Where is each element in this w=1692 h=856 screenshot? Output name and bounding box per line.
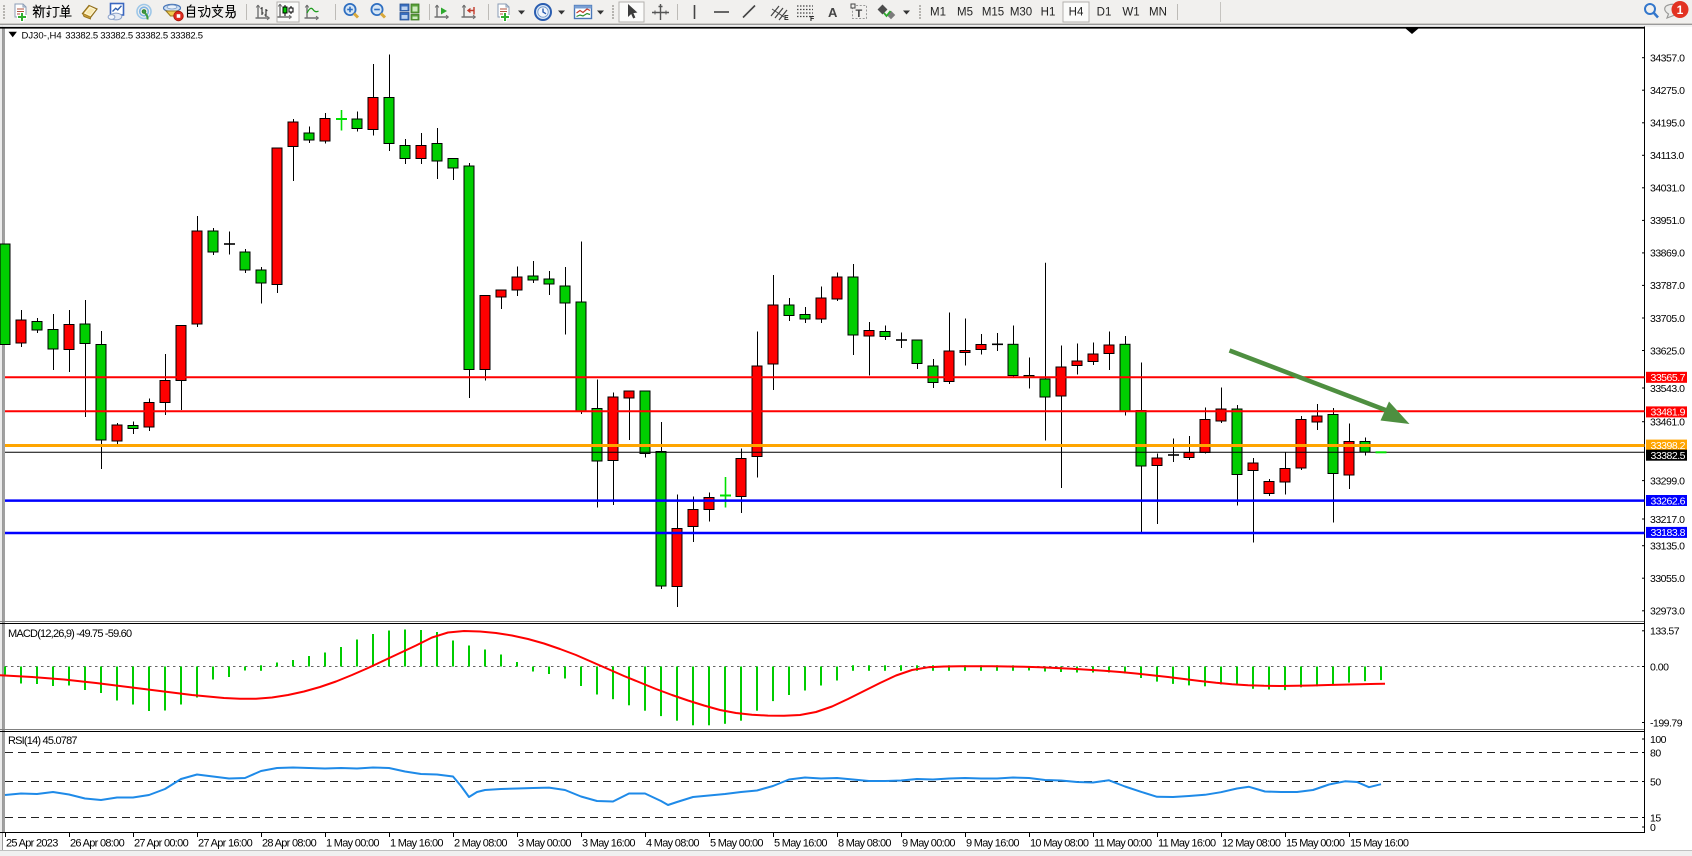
svg-text:1 May 00:00: 1 May 00:00 xyxy=(326,838,379,850)
svg-text:4 May 08:00: 4 May 08:00 xyxy=(646,838,699,850)
svg-text:1 May 16:00: 1 May 16:00 xyxy=(390,838,443,850)
svg-text:34275.0: 34275.0 xyxy=(1650,85,1685,97)
svg-text:26 Apr 08:00: 26 Apr 08:00 xyxy=(70,838,125,850)
svg-text:33217.0: 33217.0 xyxy=(1650,514,1685,526)
svg-text:33382.5: 33382.5 xyxy=(1651,450,1686,462)
svg-text:15: 15 xyxy=(1650,812,1661,824)
svg-text:3 May 16:00: 3 May 16:00 xyxy=(582,838,635,850)
svg-text:27 Apr 16:00: 27 Apr 16:00 xyxy=(198,838,253,850)
svg-text:33183.8: 33183.8 xyxy=(1651,527,1686,539)
svg-text:5 May 16:00: 5 May 16:00 xyxy=(774,838,827,850)
svg-text:0.00: 0.00 xyxy=(1650,661,1669,673)
svg-text:33625.0: 33625.0 xyxy=(1650,345,1685,357)
svg-text:34031.0: 34031.0 xyxy=(1650,183,1685,195)
svg-text:MACD(12,26,9) -49.75 -59.60: MACD(12,26,9) -49.75 -59.60 xyxy=(8,628,132,640)
svg-text:33951.0: 33951.0 xyxy=(1650,215,1685,227)
svg-text:0: 0 xyxy=(1650,822,1656,834)
svg-text:33705.0: 33705.0 xyxy=(1650,313,1685,325)
svg-text:33869.0: 33869.0 xyxy=(1650,248,1685,260)
svg-text:1: 1 xyxy=(1677,3,1684,17)
svg-text:33398.2: 33398.2 xyxy=(1651,440,1686,452)
svg-text:33382.5 33382.5 33382.5 33382.: 33382.5 33382.5 33382.5 33382.5 xyxy=(65,30,203,41)
svg-text:T: T xyxy=(856,8,863,20)
svg-text:33135.0: 33135.0 xyxy=(1650,541,1685,553)
svg-text:34113.0: 34113.0 xyxy=(1650,150,1684,162)
svg-text:32973.0: 32973.0 xyxy=(1650,606,1685,618)
svg-text:E: E xyxy=(784,15,789,22)
svg-text:RSI(14) 45.0787: RSI(14) 45.0787 xyxy=(8,735,77,747)
svg-text:34195.0: 34195.0 xyxy=(1650,118,1685,130)
svg-text:12 May 08:00: 12 May 08:00 xyxy=(1222,838,1281,850)
svg-text:M1: M1 xyxy=(930,7,946,19)
svg-text:H4: H4 xyxy=(1069,7,1084,19)
svg-text:D1: D1 xyxy=(1097,7,1112,19)
svg-text:11 May 16:00: 11 May 16:00 xyxy=(1158,838,1216,850)
svg-text:3 May 00:00: 3 May 00:00 xyxy=(518,838,571,850)
svg-text:10 May 08:00: 10 May 08:00 xyxy=(1030,838,1089,850)
svg-text:25 Apr 2023: 25 Apr 2023 xyxy=(6,838,58,850)
svg-text:33481.9: 33481.9 xyxy=(1651,407,1686,419)
svg-text:33565.7: 33565.7 xyxy=(1651,372,1686,384)
svg-text:33055.0: 33055.0 xyxy=(1650,573,1685,585)
svg-text:F: F xyxy=(810,16,815,23)
svg-text:34357.0: 34357.0 xyxy=(1650,53,1685,65)
svg-text:33543.0: 33543.0 xyxy=(1650,383,1685,395)
svg-text:DJ30-,H4: DJ30-,H4 xyxy=(22,30,62,41)
svg-text:M15: M15 xyxy=(982,7,1004,19)
svg-text:33461.0: 33461.0 xyxy=(1650,417,1685,429)
svg-text:9 May 16:00: 9 May 16:00 xyxy=(966,838,1019,850)
svg-text:50: 50 xyxy=(1650,776,1661,788)
svg-text:11 May 00:00: 11 May 00:00 xyxy=(1094,838,1152,850)
svg-text:M30: M30 xyxy=(1010,7,1032,19)
svg-text:M5: M5 xyxy=(957,7,973,19)
svg-text:27 Apr 00:00: 27 Apr 00:00 xyxy=(134,838,189,850)
svg-text:133.57: 133.57 xyxy=(1650,626,1680,638)
svg-text:28 Apr 08:00: 28 Apr 08:00 xyxy=(262,838,317,850)
svg-text:H1: H1 xyxy=(1041,7,1056,19)
svg-text:W1: W1 xyxy=(1122,7,1139,19)
svg-text:-199.79: -199.79 xyxy=(1650,717,1683,729)
svg-text:33262.6: 33262.6 xyxy=(1651,495,1686,507)
svg-text:15 May 16:00: 15 May 16:00 xyxy=(1350,838,1409,850)
svg-text:33299.0: 33299.0 xyxy=(1650,475,1685,487)
svg-text:8 May 08:00: 8 May 08:00 xyxy=(838,838,891,850)
svg-text:33787.0: 33787.0 xyxy=(1650,280,1685,292)
svg-text:A: A xyxy=(828,5,838,20)
svg-text:2 May 08:00: 2 May 08:00 xyxy=(454,838,507,850)
svg-text:9 May 00:00: 9 May 00:00 xyxy=(902,838,955,850)
svg-text:80: 80 xyxy=(1650,747,1661,759)
svg-text:15 May 00:00: 15 May 00:00 xyxy=(1286,838,1345,850)
svg-text:5 May 00:00: 5 May 00:00 xyxy=(710,838,763,850)
svg-text:100: 100 xyxy=(1650,734,1667,746)
svg-text:MN: MN xyxy=(1149,7,1167,19)
